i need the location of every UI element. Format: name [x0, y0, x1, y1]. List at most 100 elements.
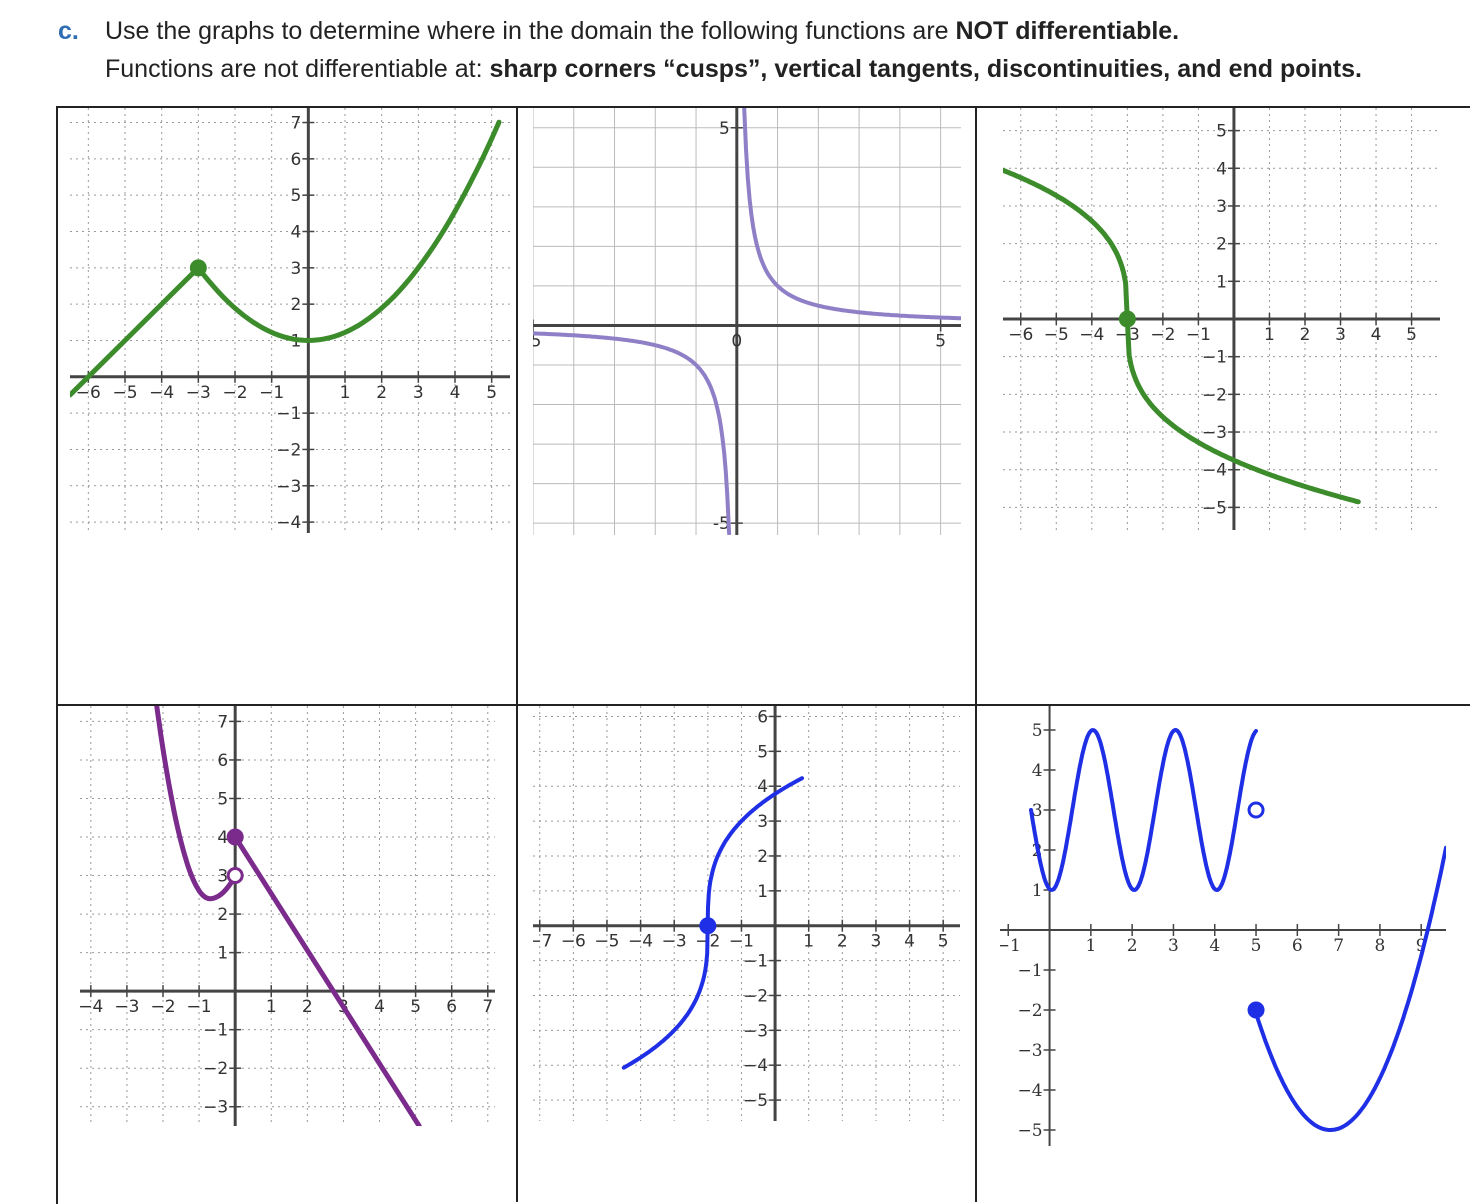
- table-divider: [516, 106, 518, 1202]
- y-tick-label: −3: [743, 1021, 768, 1041]
- instruction-emphasis: NOT differentiable.: [955, 17, 1180, 45]
- x-tick-label: 5: [486, 383, 497, 403]
- x-tick-label: −4: [1079, 325, 1104, 345]
- x-tick-label: 4: [374, 997, 385, 1017]
- instruction-text-2: Functions are not differentiable at:: [105, 55, 490, 83]
- x-tick-label: −5: [594, 932, 619, 952]
- x-tick-label: 3: [413, 383, 424, 403]
- cusp-point: [189, 259, 207, 277]
- x-tick-label: -5: [533, 331, 541, 351]
- graph-2: -5 0 5 5 -5: [533, 108, 961, 535]
- x-tick-label: −4: [80, 997, 103, 1017]
- y-tick-label: −1: [743, 952, 768, 972]
- y-tick-label: −4: [276, 513, 301, 533]
- x-tick-label: 5: [938, 932, 949, 952]
- y-tick-label: 2: [757, 847, 768, 867]
- line-segment: [70, 265, 201, 398]
- y-tick-label: −3: [1202, 423, 1227, 443]
- y-tick-label: -5: [713, 514, 730, 534]
- x-tick-label: 6: [1292, 936, 1303, 956]
- y-tick-label: 4: [217, 828, 228, 848]
- y-tick-label: 5: [1216, 122, 1227, 142]
- y-tick-label: 7: [291, 114, 302, 134]
- x-tick-label: −6: [561, 932, 586, 952]
- x-tick-label: −2: [150, 997, 175, 1017]
- x-tick-label: 1: [1085, 936, 1096, 956]
- hyperbola-left: [533, 331, 732, 535]
- instruction-line-2: Functions are not differentiable at: sha…: [58, 50, 1362, 88]
- y-tick-label: −1: [1017, 961, 1042, 981]
- y-tick-label: 2: [1216, 235, 1227, 255]
- y-tick-label: 3: [291, 259, 302, 279]
- y-tick-label: 5: [719, 119, 730, 139]
- y-tick-label: −2: [1202, 385, 1227, 405]
- y-tick-label: 4: [1032, 761, 1043, 781]
- x-tick-label: −4: [628, 932, 653, 952]
- x-tick-label: −4: [149, 383, 174, 403]
- y-tick-label: 4: [757, 777, 768, 797]
- x-tick-label: 9: [1416, 936, 1427, 956]
- x-tick-label: 5: [1251, 936, 1262, 956]
- y-tick-label: 7: [217, 712, 228, 732]
- x-tick-label: −3: [662, 932, 687, 952]
- x-tick-label: 2: [302, 997, 313, 1017]
- x-tick-label: −5: [112, 383, 137, 403]
- x-tick-label: 1: [803, 932, 814, 952]
- parabola-segment: [195, 119, 502, 344]
- instruction-emphasis-2: sharp corners “cusps”, vertical tangents…: [489, 55, 1362, 83]
- vertical-tangent-curve: [621, 776, 804, 1070]
- x-tick-label: −6: [1008, 325, 1033, 345]
- parabola-curve: [1254, 845, 1446, 1132]
- x-tick-label: −2: [1150, 325, 1175, 345]
- y-tick-label: 1: [217, 944, 228, 964]
- y-tick-label: 5: [217, 789, 228, 809]
- x-tick-label: 2: [1127, 936, 1138, 956]
- y-tick-label: −1: [276, 404, 301, 424]
- instruction-text: Use the graphs to determine where in the…: [105, 17, 956, 45]
- x-tick-label: 2: [376, 383, 387, 403]
- y-tick-label: −4: [1017, 1081, 1042, 1101]
- x-tick-label: 6: [446, 997, 457, 1017]
- vertical-tangent-curve: [1003, 167, 1361, 505]
- y-tick-label: 3: [1032, 801, 1043, 821]
- x-tick-label: 1: [340, 383, 351, 403]
- y-tick-label: 3: [757, 812, 768, 832]
- filled-point: [226, 828, 244, 846]
- x-tick-label: 0: [731, 331, 742, 351]
- x-tick-label: −1: [187, 997, 212, 1017]
- y-tick-label: −1: [1202, 348, 1227, 368]
- hyperbola-right: [742, 108, 961, 321]
- x-tick-label: 3: [1335, 325, 1346, 345]
- instructions: c. Use the graphs to determine where in t…: [58, 12, 1362, 88]
- y-tick-label: −3: [276, 477, 301, 497]
- y-tick-label: 4: [291, 223, 302, 243]
- y-tick-label: −2: [276, 440, 301, 460]
- y-tick-label: 6: [217, 751, 228, 771]
- y-tick-label: −5: [1202, 498, 1227, 518]
- x-tick-label: 2: [837, 932, 848, 952]
- y-tick-label: −5: [743, 1091, 768, 1111]
- x-tick-label: −3: [114, 997, 139, 1017]
- y-tick-label: −4: [743, 1056, 768, 1076]
- y-tick-label: −2: [743, 986, 768, 1006]
- y-tick-label: 4: [1216, 159, 1227, 179]
- x-tick-label: 3: [1168, 936, 1179, 956]
- x-tick-label: 4: [1209, 936, 1220, 956]
- table-divider: [56, 704, 1470, 706]
- x-tick-label: 1: [266, 997, 277, 1017]
- y-tick-label: −3: [1017, 1041, 1042, 1061]
- x-tick-label: 2: [1300, 325, 1311, 345]
- y-tick-label: 3: [1216, 197, 1227, 217]
- line-right: [232, 834, 422, 1126]
- x-tick-label: 1: [1264, 325, 1275, 345]
- y-tick-label: −5: [1017, 1121, 1042, 1141]
- y-tick-label: −4: [1202, 461, 1227, 481]
- x-tick-label: 7: [1333, 936, 1344, 956]
- x-tick-label: 7: [482, 997, 493, 1017]
- x-tick-label: −6: [76, 383, 101, 403]
- open-point: [1247, 801, 1265, 819]
- x-tick-label: 4: [904, 932, 915, 952]
